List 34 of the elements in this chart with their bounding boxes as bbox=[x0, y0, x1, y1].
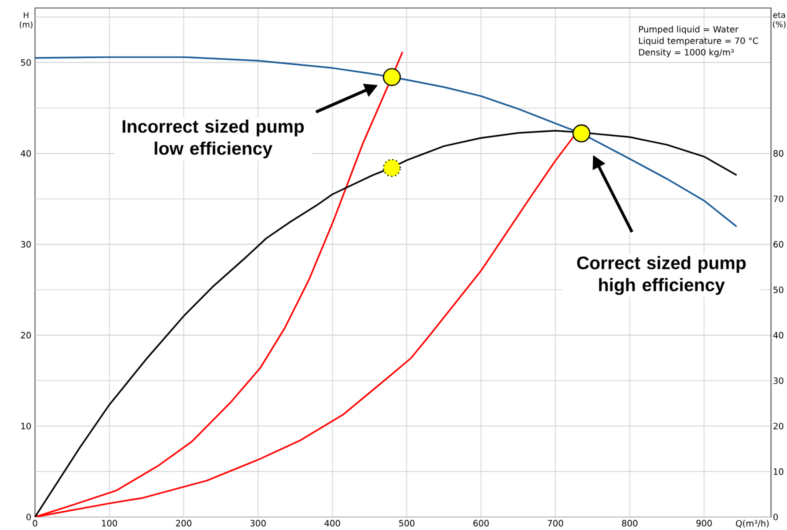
annotation: Incorrect sized pump low efficiency bbox=[122, 120, 304, 158]
x-tick-label: 800 bbox=[622, 520, 638, 526]
x-tick-label: 500 bbox=[399, 520, 414, 526]
y2-tick-label: 0 bbox=[773, 514, 778, 520]
y2-tick-label: 70 bbox=[774, 196, 784, 202]
x-tick-label: 400 bbox=[324, 520, 340, 526]
y-tick-label: 50 bbox=[21, 59, 31, 66]
line-series bbox=[35, 56, 737, 227]
x-tick-label: 100 bbox=[102, 520, 118, 526]
x-tick-label: 0 bbox=[32, 520, 38, 526]
y-tick-label: 30 bbox=[21, 241, 31, 248]
annotation: Density = 1000 kg/m³ bbox=[639, 48, 734, 58]
y2-tick-label: 10 bbox=[774, 468, 784, 475]
y2-tick-label: 40 bbox=[773, 332, 784, 338]
x-tick-label: 600 bbox=[473, 520, 489, 526]
y2-tick-label: 80 bbox=[773, 150, 784, 157]
y2-tick-label: 20 bbox=[773, 422, 784, 430]
x-axis-title: Q(m³/h) bbox=[736, 520, 769, 528]
y-tick-label: 10 bbox=[21, 422, 31, 430]
y-tick-label: 0 bbox=[26, 514, 31, 520]
y2-axis-title: eta (%) bbox=[773, 12, 786, 28]
x-tick-label: 300 bbox=[250, 520, 266, 526]
annotation: Correct sized pump high efficiency bbox=[577, 256, 746, 295]
annotation: Liquid temperature = 70 °C bbox=[639, 37, 758, 46]
x-tick-label: 200 bbox=[176, 520, 192, 526]
annotation: Pumped liquid = Water bbox=[639, 26, 738, 34]
y2-tick-label: 30 bbox=[774, 377, 784, 384]
y-axis-title: H (m) bbox=[20, 12, 32, 28]
y-tick-label: 40 bbox=[20, 150, 31, 157]
x-tick-label: 700 bbox=[548, 520, 564, 526]
y-tick-label: 20 bbox=[21, 332, 31, 338]
y2-tick-label: 60 bbox=[773, 241, 784, 248]
x-tick-label: 900 bbox=[696, 520, 712, 526]
y2-tick-label: 50 bbox=[774, 286, 784, 294]
